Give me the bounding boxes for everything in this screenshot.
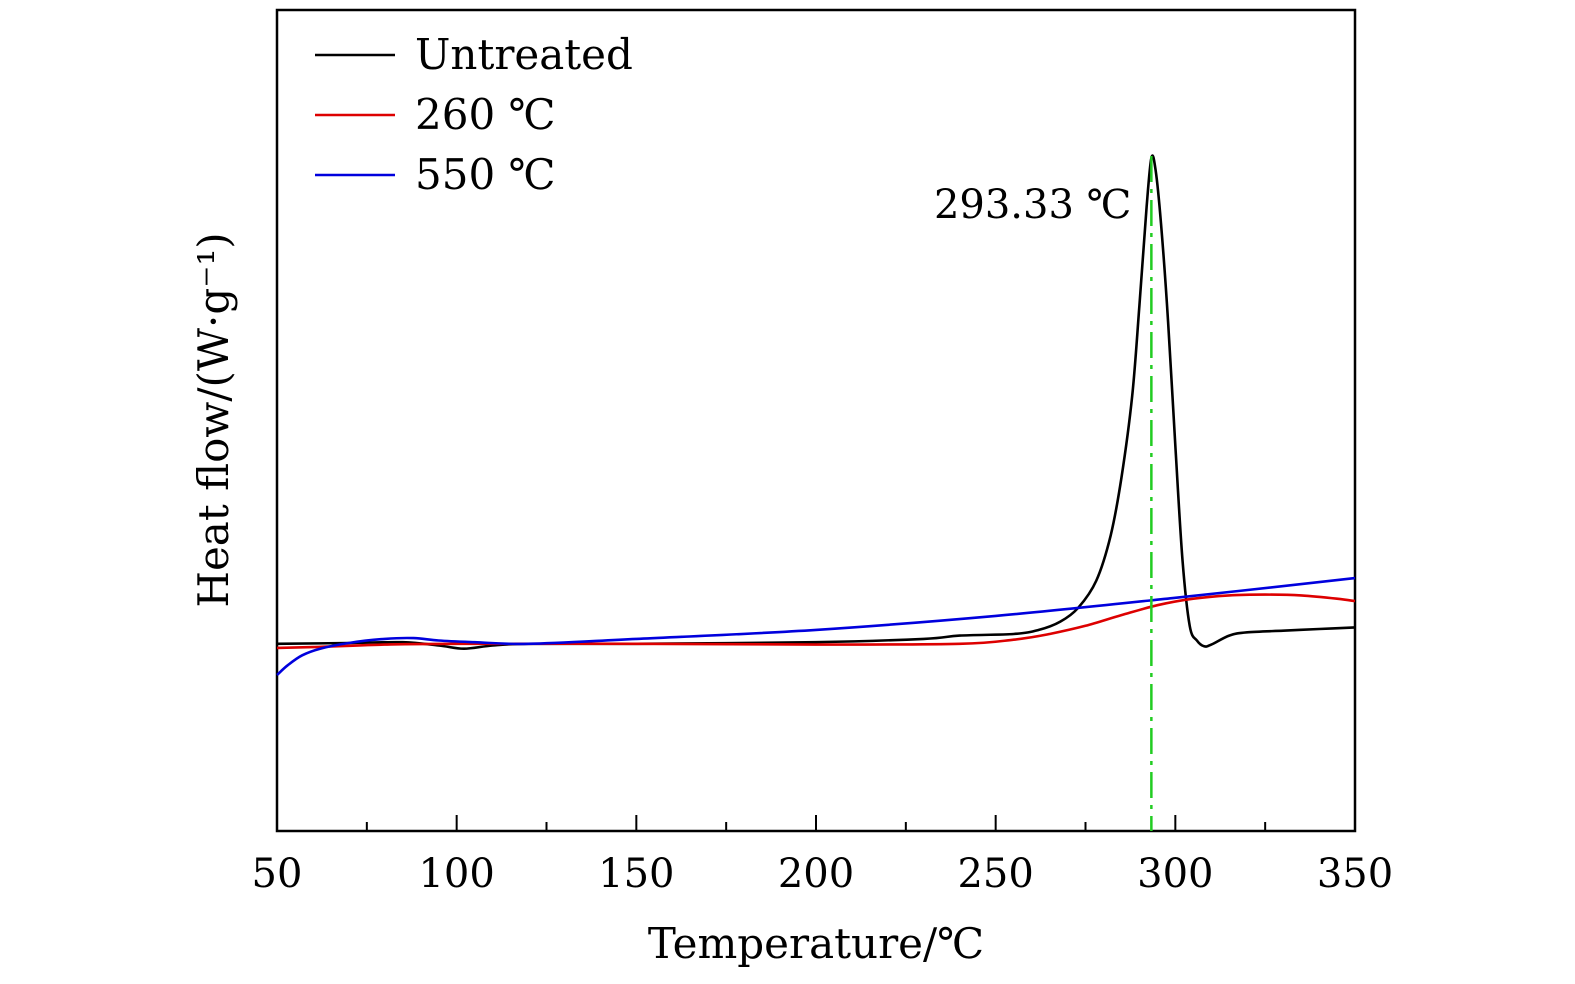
- series-layer: [276, 154, 1356, 676]
- legend-label-0: Untreated: [415, 30, 633, 79]
- series-line-0: [276, 154, 1356, 650]
- x-axis-title: Temperature/℃: [648, 919, 984, 968]
- series-line-1: [276, 593, 1356, 650]
- peak-annotation: 293.33 ℃: [934, 156, 1153, 831]
- x-axis-ticks: 50 100 150 200 250 300 350: [252, 815, 1393, 897]
- x-tick-label: 250: [957, 851, 1033, 897]
- y-axis-title: Heat flow/(W·g⁻¹): [189, 232, 238, 607]
- x-tick-label: 350: [1317, 851, 1393, 897]
- legend: Untreated 260 ℃ 550 ℃: [315, 30, 633, 199]
- series-line-2: [276, 576, 1356, 676]
- peak-label: 293.33 ℃: [934, 182, 1131, 228]
- legend-label-2: 550 ℃: [415, 150, 556, 199]
- x-tick-label: 50: [252, 851, 303, 897]
- x-tick-label: 200: [778, 851, 854, 897]
- x-tick-label: 300: [1137, 851, 1213, 897]
- legend-label-1: 260 ℃: [415, 90, 556, 139]
- x-tick-label: 100: [418, 851, 494, 897]
- x-tick-label: 150: [598, 851, 674, 897]
